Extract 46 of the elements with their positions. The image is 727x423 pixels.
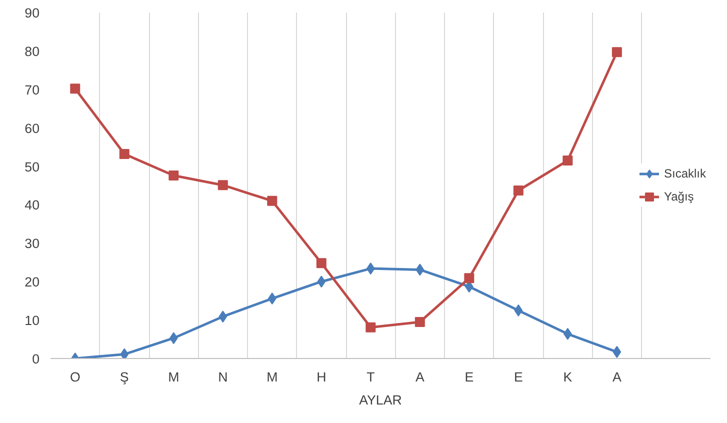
x-tick-label: Ş bbox=[120, 370, 129, 384]
x-tick-label: M bbox=[168, 370, 180, 384]
x-tick-label: E bbox=[464, 370, 474, 384]
x-tick-label: T bbox=[366, 370, 375, 384]
y-tick-label: 80 bbox=[24, 44, 40, 59]
point bbox=[268, 292, 276, 305]
y-tick-label: 10 bbox=[24, 313, 40, 328]
point bbox=[168, 170, 179, 181]
point bbox=[366, 322, 376, 332]
y-tick-label: 60 bbox=[24, 120, 40, 136]
x-axis-title: AYLAR bbox=[359, 392, 402, 408]
point bbox=[612, 47, 622, 58]
point bbox=[267, 196, 278, 206]
x-tick-label: A bbox=[415, 370, 424, 384]
point bbox=[414, 316, 425, 327]
x-tick-label: H bbox=[316, 370, 326, 384]
point bbox=[316, 258, 326, 268]
x-tick-label: N bbox=[218, 370, 228, 384]
x-tick-label: M bbox=[266, 370, 278, 384]
point bbox=[169, 332, 178, 344]
point bbox=[366, 262, 375, 275]
y-tick-label: 30 bbox=[24, 236, 40, 252]
point bbox=[513, 186, 524, 196]
point bbox=[70, 84, 80, 94]
point bbox=[464, 273, 474, 284]
y-tick-label: 50 bbox=[24, 159, 40, 174]
point bbox=[514, 304, 523, 316]
point bbox=[562, 156, 573, 166]
y-tick-label: 70 bbox=[24, 82, 40, 98]
legend-label: Sıcaklık bbox=[664, 166, 706, 180]
y-tick-label: 90 bbox=[24, 6, 40, 20]
point bbox=[119, 148, 130, 159]
y-tick-label: 0 bbox=[32, 352, 40, 366]
point bbox=[416, 264, 424, 276]
point bbox=[120, 348, 129, 358]
point bbox=[218, 180, 228, 190]
x-tick-label: E bbox=[514, 370, 523, 384]
x-tick-label: K bbox=[563, 370, 572, 384]
point bbox=[218, 310, 228, 323]
point bbox=[612, 346, 622, 358]
y-tick-label: 20 bbox=[24, 274, 40, 290]
y-tick-label: 40 bbox=[24, 198, 40, 213]
point bbox=[317, 276, 326, 288]
legend-label: Yağış bbox=[664, 190, 694, 204]
x-tick-label: A bbox=[612, 370, 622, 384]
x-tick-label: O bbox=[70, 370, 80, 384]
